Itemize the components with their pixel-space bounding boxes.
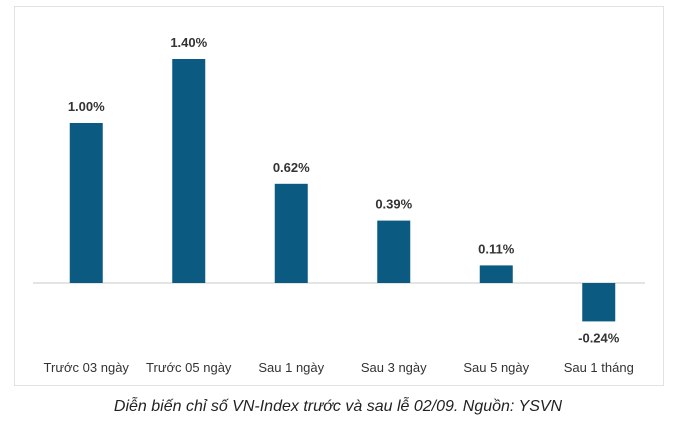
chart-frame: 1.00% Trước 03 ngày 1.40% Trước 05 ngày 0.62…	[14, 6, 664, 386]
category-label: Trước 05 ngày	[146, 360, 232, 375]
category-label: Sau 3 ngày	[361, 360, 427, 375]
bar	[69, 123, 103, 283]
bar	[377, 220, 411, 283]
category-label: Sau 1 tháng	[564, 360, 634, 375]
bar	[582, 283, 616, 322]
category-label: Trước 03 ngày	[44, 360, 130, 375]
bar	[274, 183, 308, 283]
bar	[172, 59, 206, 283]
chart-caption: Diễn biến chỉ số VN-Index trước và sau l…	[113, 398, 563, 415]
data-label: 0.11%	[478, 241, 515, 256]
category-label: Sau 1 ngày	[258, 360, 324, 375]
data-label: 1.00%	[68, 99, 105, 114]
data-label: -0.24%	[578, 330, 620, 345]
data-label: 0.39%	[375, 197, 412, 212]
data-label: 1.40%	[170, 35, 207, 50]
category-label: Sau 5 ngày	[463, 360, 529, 375]
bar-chart: 1.00% Trước 03 ngày 1.40% Trước 05 ngày 0.62…	[33, 35, 645, 375]
bar	[479, 265, 513, 283]
data-label: 0.62%	[273, 160, 310, 175]
